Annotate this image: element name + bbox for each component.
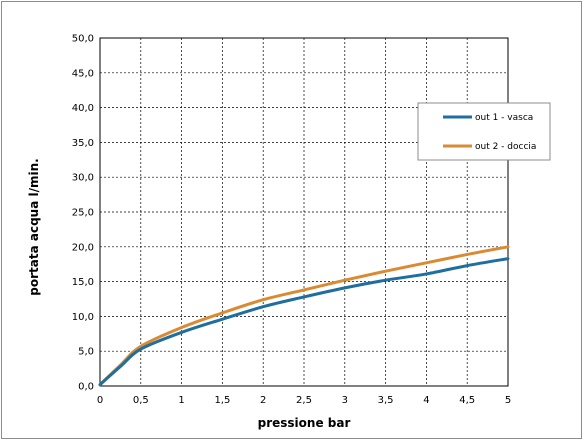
y-tick-label: 10,0 [72, 312, 94, 323]
y-tick-label: 25,0 [72, 208, 94, 219]
series-lines [98, 245, 510, 387]
y-tick-label: 30,0 [72, 173, 94, 184]
y-tick-label: 5,0 [78, 347, 94, 358]
x-tick-label: 5 [505, 395, 511, 406]
x-axis-ticks: 0 0,5 1 1,5 2 2,5 3 3,5 4 4,5 5 [97, 395, 511, 406]
legend: out 1 - vasca out 2 - doccia [417, 102, 551, 161]
grid [99, 37, 509, 387]
plot-area [99, 37, 509, 387]
x-axis-title: pressione bar [258, 416, 351, 430]
x-tick-label: 3,5 [378, 395, 394, 406]
x-tick-label: 0 [97, 395, 103, 406]
y-tick-label: 35,0 [72, 138, 94, 149]
x-tick-label: 1,5 [214, 395, 230, 406]
x-tick-label: 0,5 [133, 395, 149, 406]
legend-label-out1: out 1 - vasca [475, 113, 533, 123]
y-axis-ticks: 0,0 5,0 10,0 15,0 20,0 25,0 30,0 35,0 40,0 45,0 50… [72, 34, 94, 393]
plot-area-border [99, 37, 509, 387]
x-tick-label: 1 [178, 395, 184, 406]
y-axis-title: portata acqua l/min. [27, 158, 41, 295]
y-tick-label: 0,0 [78, 382, 94, 393]
y-tick-label: 15,0 [72, 277, 94, 288]
y-tick-label: 50,0 [72, 34, 94, 45]
series-line-out-1-vasca [98, 257, 510, 387]
legend-label-out2: out 2 - doccia [475, 142, 536, 152]
y-tick-label: 40,0 [72, 103, 94, 114]
legend-box [417, 102, 551, 161]
y-tick-label: 20,0 [72, 242, 94, 253]
x-tick-label: 4,5 [459, 395, 475, 406]
series-line-out-2-doccia [98, 245, 510, 387]
x-tick-label: 4 [423, 395, 429, 406]
x-tick-label: 2,5 [296, 395, 312, 406]
y-tick-label: 45,0 [72, 68, 94, 79]
x-tick-label: 2 [260, 395, 266, 406]
x-tick-label: 3 [342, 395, 348, 406]
